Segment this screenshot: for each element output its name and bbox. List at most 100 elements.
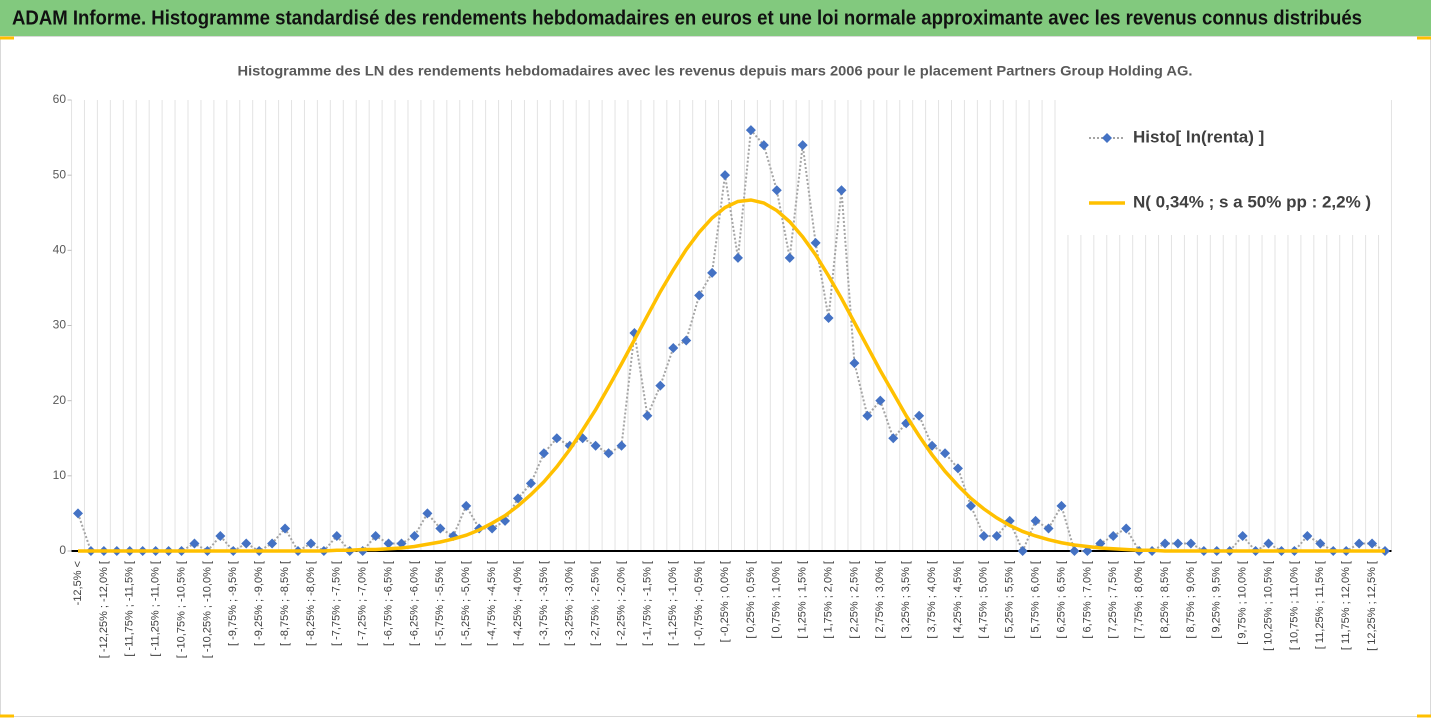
x-tick-label: [ 1,25% ; 1,5% [ xyxy=(797,561,809,639)
x-tick-label: [ -5,25% ; -5,0% [ xyxy=(460,561,472,646)
data-point xyxy=(512,493,523,504)
data-point xyxy=(189,538,200,549)
x-tick-label: [ 7,25% ; 7,5% [ xyxy=(1107,561,1119,639)
data-point xyxy=(784,252,795,263)
x-tick-label: [ -1,25% ; -1,0% [ xyxy=(667,561,679,646)
x-tick-label: [ 0,25% ; 0,5% [ xyxy=(745,561,757,639)
y-tick-label: 20 xyxy=(53,393,67,407)
data-point xyxy=(616,440,627,451)
data-point xyxy=(952,463,963,474)
x-tick-label: [ -7,75% ; -7,5% [ xyxy=(331,561,343,646)
data-point xyxy=(978,530,989,541)
header-title: ADAM Informe. Histogramme standardisé de… xyxy=(12,7,1362,29)
x-tick-label: [ 11,75% ; 12,0% [ xyxy=(1340,561,1352,650)
data-point xyxy=(1302,530,1313,541)
x-tick-label: [ -4,25% ; -4,0% [ xyxy=(512,561,524,646)
data-point xyxy=(1315,538,1326,549)
data-point xyxy=(461,500,472,511)
x-tick-label: [ 3,25% ; 3,5% [ xyxy=(900,561,912,639)
x-tick-label: [ 5,25% ; 5,5% [ xyxy=(1004,561,1016,639)
data-point xyxy=(409,530,420,541)
data-point xyxy=(1160,538,1171,549)
data-point xyxy=(914,410,925,421)
x-tick-label: [ 4,75% ; 5,0% [ xyxy=(978,561,990,639)
data-point xyxy=(1185,538,1196,549)
x-tick-label: [ -3,75% ; -3,5% [ xyxy=(538,561,550,646)
x-tick-label: [ 0,75% ; 1,0% [ xyxy=(771,561,783,639)
data-point xyxy=(758,140,769,151)
data-point xyxy=(991,530,1002,541)
y-tick-label: 0 xyxy=(59,543,66,557)
x-tick-label: [ 2,25% ; 2,5% [ xyxy=(848,561,860,639)
data-point xyxy=(1030,515,1041,526)
data-point xyxy=(707,267,718,278)
x-tick-label: [ 11,25% ; 11,5% [ xyxy=(1314,561,1326,649)
x-tick-label: [ 9,25% ; 9,5% [ xyxy=(1211,561,1223,639)
data-point xyxy=(1056,500,1067,511)
x-tick-label: [ -7,25% ; -7,0% [ xyxy=(357,561,369,646)
data-point xyxy=(875,395,886,406)
data-point xyxy=(525,478,536,489)
data-point xyxy=(1069,546,1080,556)
x-tick-label: [ -9,75% ; -9,5% [ xyxy=(227,561,239,646)
x-tick-label: [ -6,25% ; -6,0% [ xyxy=(408,561,420,646)
data-point xyxy=(305,538,316,549)
x-tick-label: [ -8,75% ; -8,5% [ xyxy=(279,561,291,646)
data-point xyxy=(849,358,860,369)
data-point xyxy=(73,508,83,519)
data-point xyxy=(642,410,653,421)
legend-box xyxy=(1057,100,1385,235)
data-point xyxy=(668,343,679,354)
data-point xyxy=(1354,538,1365,549)
data-point xyxy=(215,530,226,541)
data-point xyxy=(836,185,847,196)
x-tick-label: [ 10,25% ; 10,5% [ xyxy=(1262,561,1274,651)
x-tick-label: [ 8,25% ; 8,5% [ xyxy=(1159,561,1171,639)
data-point xyxy=(590,440,601,451)
data-point xyxy=(810,237,821,248)
y-tick-label: 50 xyxy=(53,167,67,181)
x-tick-label: [ 3,75% ; 4,0% [ xyxy=(926,561,938,639)
series-line xyxy=(78,198,1385,553)
data-point xyxy=(823,312,834,323)
x-tick-label: [ -10,75% ; -10,5% [ xyxy=(175,561,187,658)
x-tick-label: [ -11,75% ; -11,5% [ xyxy=(124,561,136,657)
data-point xyxy=(1263,538,1274,549)
x-tick-label: [ -6,75% ; -6,5% [ xyxy=(382,561,394,646)
x-tick-label: [ 4,25% ; 4,5% [ xyxy=(952,561,964,639)
data-point xyxy=(771,185,782,196)
x-tick-label: [ -4,75% ; -4,5% [ xyxy=(486,561,498,646)
corner-marks xyxy=(0,36,1431,718)
data-point xyxy=(732,252,743,263)
data-point xyxy=(422,508,433,519)
data-point xyxy=(1121,523,1132,534)
data-point xyxy=(745,125,756,136)
data-point xyxy=(241,538,252,549)
data-point xyxy=(280,523,291,534)
x-tick-label: [ 10,75% ; 11,0% [ xyxy=(1288,561,1300,650)
x-tick-label: [ 8,75% ; 9,0% [ xyxy=(1185,561,1197,639)
data-point xyxy=(538,448,549,459)
data-point xyxy=(694,290,705,301)
data-point xyxy=(862,410,873,421)
data-point xyxy=(551,433,562,444)
data-point xyxy=(1043,523,1054,534)
data-point xyxy=(1367,538,1378,549)
data-point xyxy=(965,500,976,511)
y-tick-label: 30 xyxy=(53,318,67,332)
x-tick-label: [ 1,75% ; 2,0% [ xyxy=(822,561,834,639)
y-tick-label: 40 xyxy=(53,243,67,257)
y-tick-label: 10 xyxy=(53,468,67,482)
legend-label: N( 0,34% ; s a 50% pp : 2,2% ) xyxy=(1133,192,1371,211)
x-tick-label: [ -8,25% ; -8,0% [ xyxy=(305,561,317,646)
x-tick-label: [ -2,75% ; -2,5% [ xyxy=(590,561,602,646)
x-tick-label: [ -9,25% ; -9,0% [ xyxy=(253,561,265,646)
data-point xyxy=(267,538,278,549)
data-point xyxy=(1172,538,1183,549)
x-tick-label: [ -10,25% ; -10,0% [ xyxy=(201,561,213,658)
x-tick-label: [ 6,75% ; 7,0% [ xyxy=(1081,561,1093,639)
data-point xyxy=(383,538,394,549)
data-point xyxy=(1237,530,1248,541)
